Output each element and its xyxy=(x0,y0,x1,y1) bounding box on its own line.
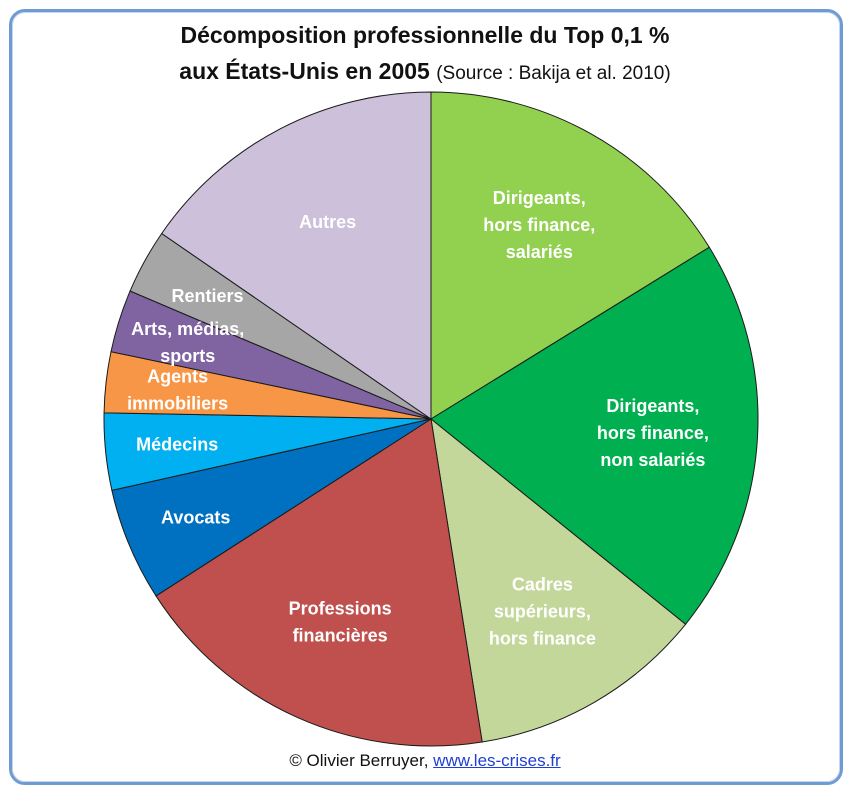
slice-label-cadres-superieurs-hors-finance: Cadres supérieurs, hors finance xyxy=(489,575,596,649)
slice-label-line: Professions xyxy=(289,598,392,618)
footer-link[interactable]: www.les-crises.fr xyxy=(433,751,561,770)
slice-label-line: Médecins xyxy=(136,435,218,455)
slice-label-medecins: Médecins xyxy=(136,435,218,455)
slice-label-avocats: Avocats xyxy=(161,507,230,527)
slice-label-line: supérieurs, xyxy=(494,602,591,622)
slice-label-line: Rentiers xyxy=(171,286,243,306)
slice-label-dirigeants-hors-finance-salaries: Dirigeants, hors finance, salariés xyxy=(483,188,595,262)
chart-title-line2: aux États-Unis en 2005 (Source : Bakija … xyxy=(0,58,850,85)
slice-label-line: hors finance xyxy=(489,629,596,649)
pie-slice-dirigeants-hors-finance-salaries xyxy=(430,91,710,420)
slice-label-line: Avocats xyxy=(161,507,230,527)
pie-slice-dirigeants-hors-finance-non-salaries xyxy=(430,246,759,625)
slice-label-line: Autres xyxy=(299,212,356,232)
chart-title-main: aux États-Unis en 2005 xyxy=(179,58,430,84)
slice-label-line: hors finance, xyxy=(597,423,709,443)
pie-slice-autres xyxy=(161,91,432,420)
slice-label-arts-medias-sports: Arts, médias, sports xyxy=(131,319,244,366)
slice-label-line: Arts, médias, xyxy=(131,319,244,339)
slice-label-line: Dirigeants, xyxy=(493,188,586,208)
slice-label-line: immobiliers xyxy=(127,394,228,414)
slice-label-line: salariés xyxy=(506,242,573,262)
chart-source: (Source : Bakija et al. 2010) xyxy=(436,63,671,84)
pie-slice-cadres-superieurs-hors-finance xyxy=(430,417,687,743)
footer: © Olivier Berruyer, www.les-crises.fr xyxy=(0,751,850,771)
footer-copyright: © Olivier Berruyer, xyxy=(289,751,429,770)
slice-label-line: Cadres xyxy=(512,575,573,595)
slice-label-line: non salariés xyxy=(600,450,705,470)
chart-title-line1: Décomposition professionnelle du Top 0,1… xyxy=(180,22,670,48)
slice-label-autres: Autres xyxy=(299,212,356,232)
slice-label-professions-financieres: Professions financières xyxy=(289,598,392,645)
slice-label-rentiers: Rentiers xyxy=(171,286,243,306)
slice-label-line: Agents xyxy=(147,367,208,387)
slice-label-agents-immobiliers: Agents immobiliers xyxy=(127,367,228,414)
slice-label-line: Dirigeants, xyxy=(606,396,699,416)
slice-label-line: sports xyxy=(160,346,215,366)
slice-label-line: financières xyxy=(293,625,388,645)
slice-label-line: hors finance, xyxy=(483,215,595,235)
slice-label-dirigeants-hors-finance-non-salaries: Dirigeants, hors finance, non salariés xyxy=(597,396,709,470)
pie-slice-professions-financieres xyxy=(155,418,483,747)
